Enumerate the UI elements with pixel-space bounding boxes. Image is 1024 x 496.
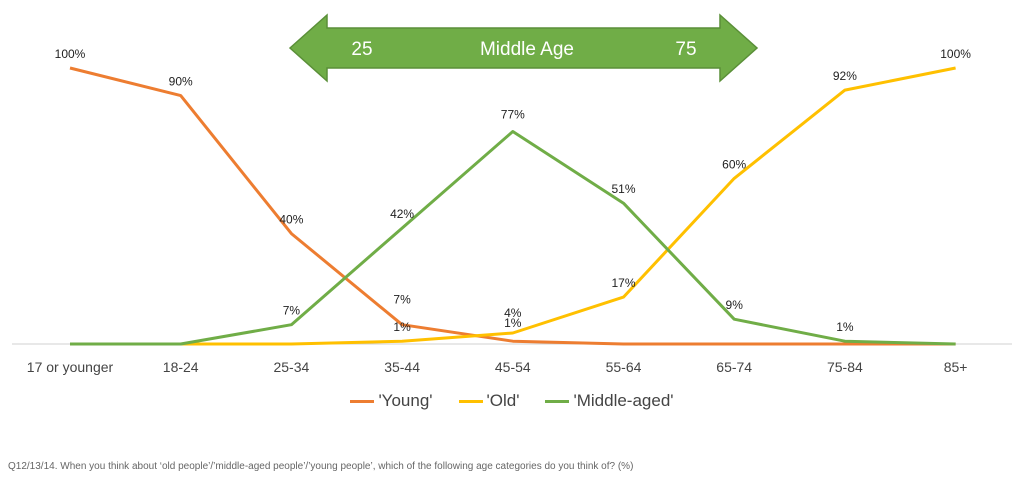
x-tick-label-45-54: 45-54	[495, 359, 531, 375]
data-label-young-17-or-younger: 100%	[55, 47, 86, 61]
legend: 'Young' 'Old' 'Middle-aged'	[0, 391, 1024, 411]
data-label-middle-aged-35-44: 42%	[390, 207, 414, 221]
legend-label-middle-aged: 'Middle-aged'	[573, 391, 674, 410]
legend-swatch-old	[458, 399, 483, 403]
series-line-old	[70, 66, 956, 346]
legend-item-middle-aged: 'Middle-aged'	[545, 391, 674, 411]
footnote: Q12/13/14. When you think about ‘old peo…	[8, 461, 634, 472]
middle-age-arrow: 25 Middle Age 75	[288, 13, 759, 83]
data-label-old-35-44: 1%	[393, 320, 411, 334]
data-label-middle-aged-25-34: 7%	[283, 304, 301, 318]
x-tick-label-75-84: 75-84	[827, 359, 863, 375]
legend-item-young: 'Young'	[350, 391, 433, 411]
data-label-old-65-74: 60%	[722, 157, 746, 171]
series-line-middle-aged	[70, 130, 956, 346]
arrow-center-label: Middle Age	[480, 39, 574, 60]
data-label-old-45-54: 4%	[504, 306, 522, 320]
x-tick-label-55-64: 55-64	[606, 359, 642, 375]
data-label-middle-aged-55-64: 51%	[611, 182, 635, 196]
arrow-end-label: 75	[675, 39, 696, 60]
x-tick-label-18-24: 18-24	[163, 359, 199, 375]
series-layer	[69, 66, 956, 346]
x-tick-label-25-34: 25-34	[273, 359, 309, 375]
legend-label-old: 'Old'	[486, 391, 520, 410]
data-label-old-75-84: 92%	[833, 69, 857, 83]
legend-label-young: 'Young'	[378, 391, 433, 410]
legend-swatch-young	[350, 399, 375, 403]
arrow-start-label: 25	[351, 39, 372, 60]
data-labels-layer: 100%90%40%7%1%1%4%17%60%92%100%7%42%77%5…	[55, 47, 972, 334]
middle-age-arrow-shape	[288, 13, 759, 83]
x-tick-label-65-74: 65-74	[716, 359, 752, 375]
data-label-old-55-64: 17%	[611, 276, 635, 290]
data-label-young-45-54: 1%	[504, 316, 522, 330]
data-label-young-35-44: 7%	[393, 293, 411, 307]
series-line-young	[69, 66, 956, 346]
data-label-middle-aged-65-74: 9%	[726, 298, 744, 312]
x-tick-labels: 17 or younger 18-24 25-34 35-44 45-54 55-64 65…	[27, 359, 968, 375]
data-label-young-25-34: 40%	[279, 213, 303, 227]
data-label-middle-aged-45-54: 77%	[501, 107, 525, 121]
data-label-middle-aged-75-84: 1%	[836, 320, 854, 334]
legend-swatch-middle-aged	[545, 399, 570, 403]
legend-item-old: 'Old'	[458, 391, 520, 411]
x-tick-label-35-44: 35-44	[384, 359, 420, 375]
x-tick-label-85: 85+	[944, 359, 968, 375]
data-label-young-18-24: 90%	[169, 75, 193, 89]
data-label-old-85: 100%	[940, 47, 971, 61]
x-tick-label-17-or-younger: 17 or younger	[27, 359, 114, 375]
